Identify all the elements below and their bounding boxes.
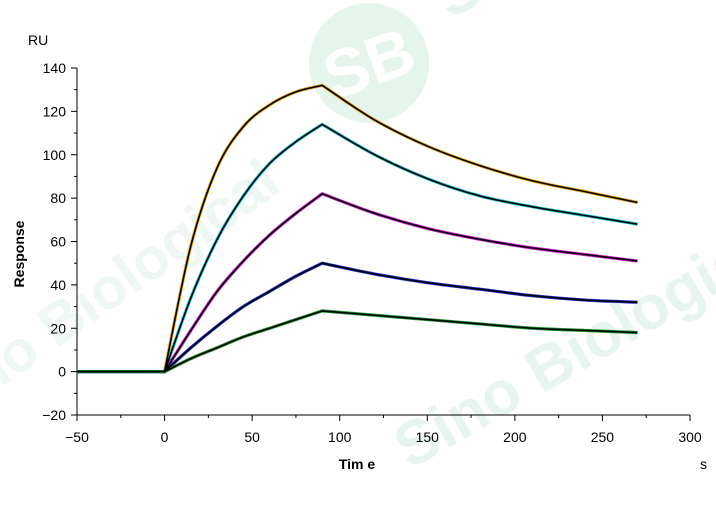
axes: −20 0 20 40 60 80 100 120 140 −50 0 50 100 150 200 250… xyxy=(42,60,702,445)
y-tick-label: 40 xyxy=(50,277,66,293)
x-tick-label: 100 xyxy=(328,429,352,445)
x-tick-label: 0 xyxy=(161,429,169,445)
sino-biological-watermark: SB Sino Biological Sino Biological Sino … xyxy=(0,0,716,482)
x-tick-label: 50 xyxy=(244,429,260,445)
fit-curves xyxy=(77,84,638,373)
y-tick-label: 20 xyxy=(50,320,66,336)
y-tick-label: 80 xyxy=(50,190,66,206)
y-axis-ticks: −20 0 20 40 60 80 100 120 140 xyxy=(42,60,77,423)
x-axis-unit: s xyxy=(700,456,707,472)
fit-line-2 xyxy=(77,123,638,373)
fit-line-3 xyxy=(77,192,638,373)
fit-line-1 xyxy=(77,84,638,373)
y-tick-label: −20 xyxy=(42,407,66,423)
x-tick-label: 200 xyxy=(503,429,527,445)
watermark-brand-top: Sino Biological xyxy=(421,0,716,32)
y-tick-label: 0 xyxy=(58,364,66,380)
x-tick-label: 150 xyxy=(416,429,440,445)
fit-line-5 xyxy=(77,310,638,373)
watermark-logo-circle xyxy=(309,3,429,123)
y-tick-label: 100 xyxy=(43,147,67,163)
y-axis-unit: RU xyxy=(28,32,48,48)
x-tick-label: 300 xyxy=(678,429,702,445)
fit-line-4 xyxy=(77,262,638,373)
x-tick-label: −50 xyxy=(65,429,89,445)
x-axis-title: Tim e xyxy=(339,456,376,472)
x-axis-ticks: −50 0 50 100 150 200 250 300 xyxy=(65,415,702,445)
x-tick-label: 250 xyxy=(591,429,615,445)
y-tick-label: 60 xyxy=(50,234,66,250)
y-tick-label: 120 xyxy=(43,103,67,119)
y-axis-title: Response xyxy=(11,220,27,287)
y-tick-label: 140 xyxy=(43,60,67,76)
